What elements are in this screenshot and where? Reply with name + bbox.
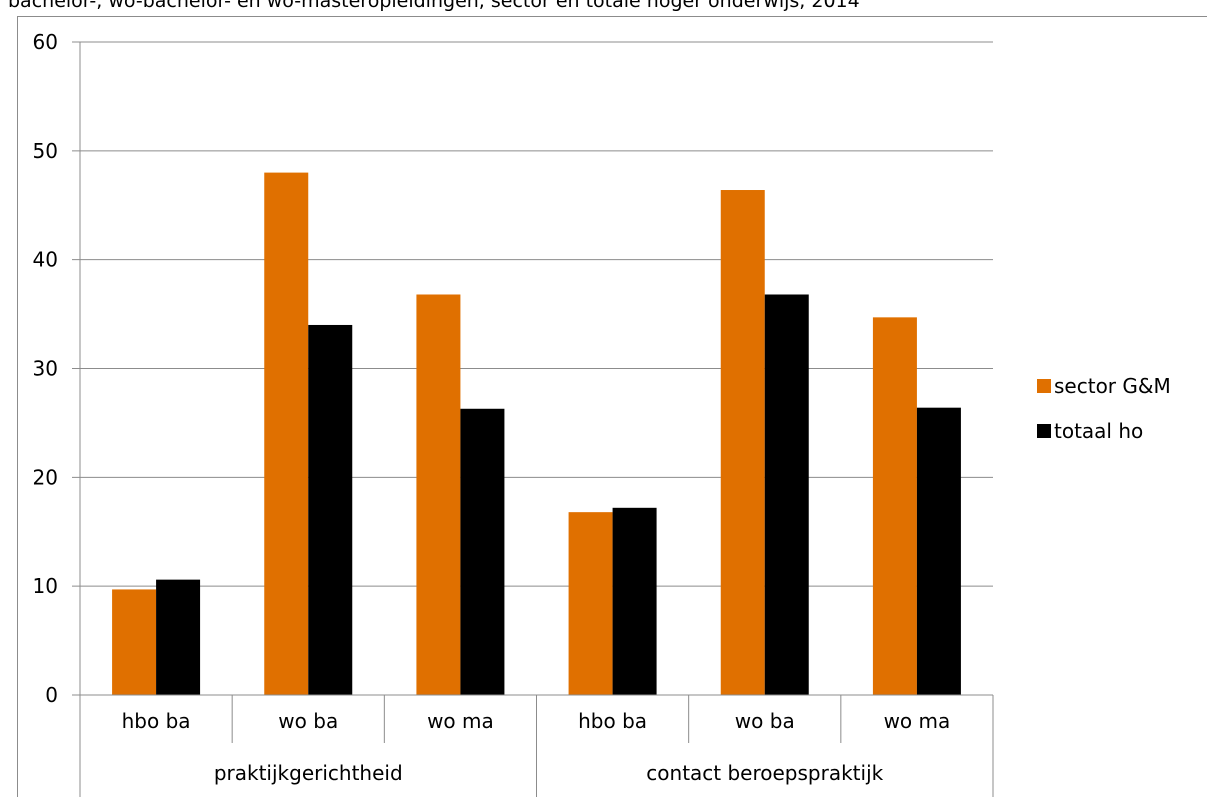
y-tick-label: 60 (33, 30, 58, 54)
bar-totaal-2 (460, 408, 505, 695)
legend-label-sector: sector G&M (1054, 374, 1171, 398)
legend: sector G&M totaal ho (1037, 374, 1171, 443)
category-label: wo ba (735, 709, 795, 733)
category-label: wo ma (427, 709, 494, 733)
bar-sector-3 (568, 512, 613, 695)
gridlines (72, 41, 993, 696)
category-label: hbo ba (122, 709, 191, 733)
group-label: praktijkgerichtheid (214, 761, 403, 785)
bar-totaal-3 (612, 507, 657, 695)
chart-title: bachelor-, wo-bachelor- en wo-masterople… (8, 0, 860, 12)
y-axis-ticks: 0 10 20 30 40 50 60 (33, 30, 58, 707)
bar-sector-5 (872, 317, 917, 695)
y-tick-label: 10 (33, 574, 58, 598)
chart-border (17, 16, 1207, 797)
bar-sector-4 (720, 190, 765, 695)
bar-totaal-0 (156, 579, 201, 695)
bar-totaal-5 (916, 407, 961, 695)
category-label: wo ba (278, 709, 338, 733)
y-tick-label: 0 (45, 683, 58, 707)
x-axis: hbo ba wo ba wo ma hbo ba wo ba wo ma praktijk… (79, 694, 994, 797)
bar-sector-1 (264, 172, 309, 696)
y-tick-label: 20 (33, 465, 58, 489)
y-tick-label: 50 (33, 139, 58, 163)
bar-sector-0 (112, 589, 157, 695)
legend-swatch-totaal (1037, 424, 1051, 438)
bar-totaal-4 (764, 294, 809, 695)
category-label: wo ma (884, 709, 951, 733)
legend-swatch-sector (1037, 379, 1051, 393)
bars (112, 172, 961, 696)
group-label: contact beroepspraktijk (646, 761, 883, 785)
category-label: hbo ba (578, 709, 647, 733)
y-tick-label: 30 (33, 357, 58, 381)
y-tick-label: 40 (33, 248, 58, 272)
bar-sector-2 (416, 294, 461, 695)
bar-totaal-1 (308, 324, 353, 695)
legend-label-totaal: totaal ho (1054, 419, 1143, 443)
